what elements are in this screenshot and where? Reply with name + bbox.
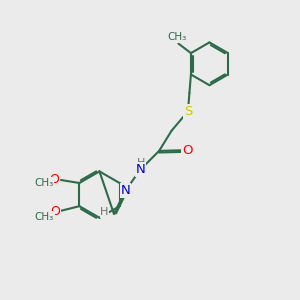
Text: N: N: [120, 184, 130, 197]
Text: O: O: [50, 173, 59, 186]
Text: O: O: [182, 144, 192, 157]
Text: H: H: [136, 158, 145, 168]
Text: H: H: [100, 207, 109, 218]
Text: N: N: [136, 163, 146, 176]
Text: O: O: [50, 205, 60, 218]
Text: S: S: [184, 105, 192, 118]
Text: CH₃: CH₃: [35, 212, 54, 222]
Text: CH₃: CH₃: [167, 32, 187, 42]
Text: CH₃: CH₃: [34, 178, 53, 188]
